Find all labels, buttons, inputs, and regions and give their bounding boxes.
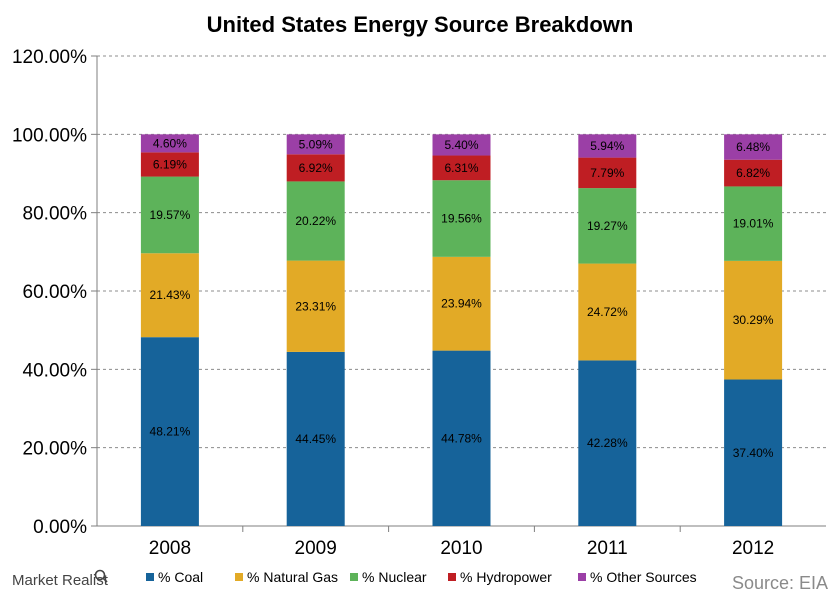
- bar-segment: [140, 176, 199, 254]
- data-label: 4.60%: [153, 136, 187, 150]
- data-label: 6.92%: [299, 161, 333, 175]
- bar-segment: [432, 256, 491, 351]
- bars: 48.21% 21.43% 19.57% 6.19% 4.60% 44.45% 23.31%…: [140, 134, 783, 526]
- y-axis-ticks: 0.00% 20.00% 40.00% 60.00% 80.00% 100.00% 120.…: [12, 47, 97, 538]
- data-label: 30.29%: [733, 313, 774, 327]
- legend: % Coal % Natural Gas % Nuclear % Hydropower…: [146, 569, 697, 585]
- data-label: 6.48%: [736, 140, 770, 154]
- x-axis-ticks: 2008 2009 2010 2011 2012: [149, 526, 774, 559]
- data-label: 21.43%: [150, 288, 191, 302]
- legend-swatch: [448, 573, 456, 581]
- data-label: 23.31%: [295, 299, 336, 313]
- y-tick-label: 40.00%: [23, 360, 88, 381]
- legend-label: % Coal: [158, 569, 203, 585]
- bar-segment: [286, 351, 345, 526]
- data-label: 44.78%: [441, 431, 482, 445]
- data-label: 19.27%: [587, 219, 628, 233]
- data-label: 5.09%: [299, 137, 333, 151]
- legend-swatch: [146, 573, 154, 581]
- bar-segment: [432, 180, 491, 257]
- bar-segment: [578, 157, 637, 189]
- data-label: 24.72%: [587, 305, 628, 319]
- brand-name: Market Realist: [12, 572, 109, 589]
- y-tick-label: 120.00%: [12, 47, 87, 68]
- y-tick-label: 0.00%: [33, 517, 87, 538]
- bar-segment: [724, 134, 783, 160]
- data-label: 7.79%: [590, 166, 624, 180]
- x-tick-label: 2009: [295, 538, 337, 559]
- data-label: 6.82%: [736, 166, 770, 180]
- bar-segment: [724, 186, 783, 261]
- gridlines: [97, 55, 826, 449]
- y-tick-label: 100.00%: [12, 125, 87, 146]
- bar-segment: [578, 134, 637, 158]
- legend-swatch: [350, 573, 358, 581]
- magnifier-icon: [94, 569, 108, 583]
- bar-segment: [724, 159, 783, 187]
- legend-label: % Other Sources: [590, 569, 697, 585]
- data-label: 6.19%: [153, 157, 187, 171]
- data-label: 37.40%: [733, 446, 774, 460]
- x-tick-label: 2008: [149, 538, 191, 559]
- legend-label: % Nuclear: [362, 569, 427, 585]
- legend-label: % Hydropower: [460, 569, 552, 585]
- data-label: 20.22%: [295, 214, 336, 228]
- bar-segment: [578, 188, 637, 264]
- bar-segment: [578, 263, 637, 361]
- data-label: 42.28%: [587, 436, 628, 450]
- bar-segment: [286, 260, 345, 352]
- data-label: 19.56%: [441, 212, 482, 226]
- x-tick-label: 2010: [440, 538, 482, 559]
- y-tick-label: 80.00%: [23, 204, 88, 225]
- bar-segment: [140, 152, 199, 177]
- data-label: 19.57%: [150, 208, 191, 222]
- legend-swatch: [578, 573, 586, 581]
- x-tick-label: 2012: [732, 538, 774, 559]
- data-label: 44.45%: [295, 432, 336, 446]
- bar-segment: [140, 134, 199, 153]
- data-label: 23.94%: [441, 297, 482, 311]
- data-label: 5.40%: [444, 138, 478, 152]
- brand-logo: Market Realist: [12, 569, 109, 589]
- bar-segment: [286, 134, 345, 155]
- legend-label: % Natural Gas: [247, 569, 338, 585]
- data-label: 48.21%: [150, 425, 191, 439]
- y-tick-label: 60.00%: [23, 282, 88, 303]
- bar-segment: [724, 379, 783, 526]
- x-tick-label: 2011: [587, 538, 628, 559]
- data-label: 6.31%: [444, 161, 478, 175]
- bar-segment: [140, 337, 199, 526]
- bar-segment: [286, 181, 345, 261]
- chart-title: United States Energy Source Breakdown: [207, 12, 634, 37]
- data-label: 5.94%: [590, 139, 624, 153]
- legend-swatch: [235, 573, 243, 581]
- data-label: 19.01%: [733, 217, 774, 231]
- bar-segment: [286, 154, 345, 182]
- bar-segment: [140, 253, 199, 338]
- source-note: Source: EIA: [732, 573, 828, 593]
- bar-segment: [724, 260, 783, 380]
- bar-segment: [578, 360, 637, 526]
- bar-segment: [432, 350, 491, 526]
- bar-segment: [432, 155, 491, 181]
- bar-segment: [432, 134, 491, 156]
- y-tick-label: 20.00%: [23, 439, 88, 460]
